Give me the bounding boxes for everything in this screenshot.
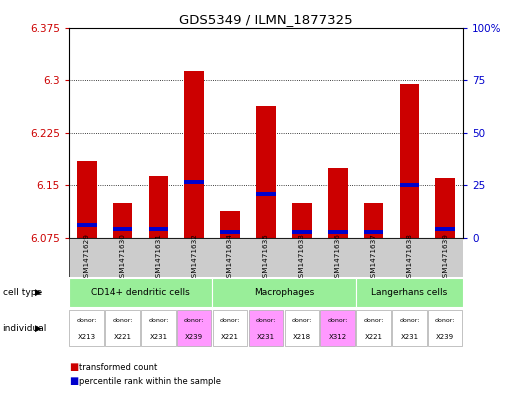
- Text: donor:: donor:: [112, 318, 133, 323]
- Bar: [363, 203, 383, 238]
- Bar: [184, 71, 204, 238]
- Text: GSM1471639: GSM1471639: [442, 233, 448, 282]
- Bar: [356, 278, 463, 307]
- Text: GSM1471629: GSM1471629: [83, 233, 90, 282]
- Text: X231: X231: [401, 334, 418, 340]
- Text: X221: X221: [114, 334, 131, 340]
- Text: X213: X213: [77, 334, 96, 340]
- Title: GDS5349 / ILMN_1877325: GDS5349 / ILMN_1877325: [179, 13, 353, 26]
- Bar: [400, 84, 419, 238]
- Text: donor:: donor:: [327, 318, 348, 323]
- Text: ■: ■: [69, 376, 78, 386]
- Bar: [292, 230, 312, 234]
- Text: donor:: donor:: [76, 318, 97, 323]
- Bar: [77, 161, 97, 238]
- Bar: [149, 226, 168, 231]
- Bar: [69, 310, 104, 346]
- Text: donor:: donor:: [184, 318, 205, 323]
- Text: cell type: cell type: [3, 288, 42, 297]
- Text: GSM1471633: GSM1471633: [299, 233, 305, 282]
- Bar: [428, 310, 463, 346]
- Text: donor:: donor:: [363, 318, 384, 323]
- Bar: [141, 310, 176, 346]
- Bar: [184, 180, 204, 184]
- Text: donor:: donor:: [148, 318, 168, 323]
- Bar: [435, 226, 455, 231]
- Bar: [328, 230, 348, 234]
- Text: X221: X221: [364, 334, 383, 340]
- Text: ■: ■: [69, 362, 78, 373]
- Text: GSM1471634: GSM1471634: [227, 233, 233, 282]
- Bar: [220, 211, 240, 238]
- Text: donor:: donor:: [435, 318, 456, 323]
- Text: donor:: donor:: [292, 318, 312, 323]
- Text: GSM1471630: GSM1471630: [120, 233, 126, 282]
- Text: donor:: donor:: [399, 318, 419, 323]
- Bar: [177, 310, 211, 346]
- Bar: [149, 176, 168, 238]
- Text: ▶: ▶: [35, 288, 42, 297]
- Text: X231: X231: [257, 334, 275, 340]
- Bar: [292, 203, 312, 238]
- Text: Langerhans cells: Langerhans cells: [371, 288, 447, 297]
- Text: CD14+ dendritic cells: CD14+ dendritic cells: [91, 288, 190, 297]
- Text: X231: X231: [149, 334, 167, 340]
- Text: Macrophages: Macrophages: [254, 288, 314, 297]
- Bar: [249, 310, 283, 346]
- Bar: [321, 310, 355, 346]
- Bar: [363, 230, 383, 234]
- Text: X239: X239: [185, 334, 203, 340]
- Text: transformed count: transformed count: [79, 363, 157, 372]
- Bar: [213, 310, 247, 346]
- Bar: [220, 230, 240, 234]
- Bar: [400, 183, 419, 187]
- Text: X221: X221: [221, 334, 239, 340]
- Text: X239: X239: [436, 334, 455, 340]
- Bar: [69, 278, 212, 307]
- Text: GSM1471636: GSM1471636: [335, 233, 341, 282]
- Bar: [112, 226, 132, 231]
- Bar: [77, 223, 97, 227]
- Bar: [285, 310, 319, 346]
- Text: GSM1471638: GSM1471638: [406, 233, 412, 282]
- Text: GSM1471635: GSM1471635: [263, 233, 269, 282]
- Text: ▶: ▶: [35, 324, 42, 332]
- Bar: [256, 106, 276, 238]
- Bar: [105, 310, 139, 346]
- Text: GSM1471632: GSM1471632: [191, 233, 197, 282]
- Bar: [328, 168, 348, 238]
- Text: donor:: donor:: [220, 318, 240, 323]
- Bar: [212, 278, 356, 307]
- Bar: [392, 310, 427, 346]
- Bar: [356, 310, 391, 346]
- Text: X218: X218: [293, 334, 311, 340]
- Text: percentile rank within the sample: percentile rank within the sample: [79, 377, 221, 386]
- Text: donor:: donor:: [256, 318, 276, 323]
- Text: GSM1471631: GSM1471631: [155, 233, 161, 282]
- Text: individual: individual: [3, 324, 47, 332]
- Bar: [112, 203, 132, 238]
- Bar: [435, 178, 455, 238]
- Text: GSM1471637: GSM1471637: [371, 233, 377, 282]
- Bar: [256, 191, 276, 196]
- Text: X312: X312: [329, 334, 347, 340]
